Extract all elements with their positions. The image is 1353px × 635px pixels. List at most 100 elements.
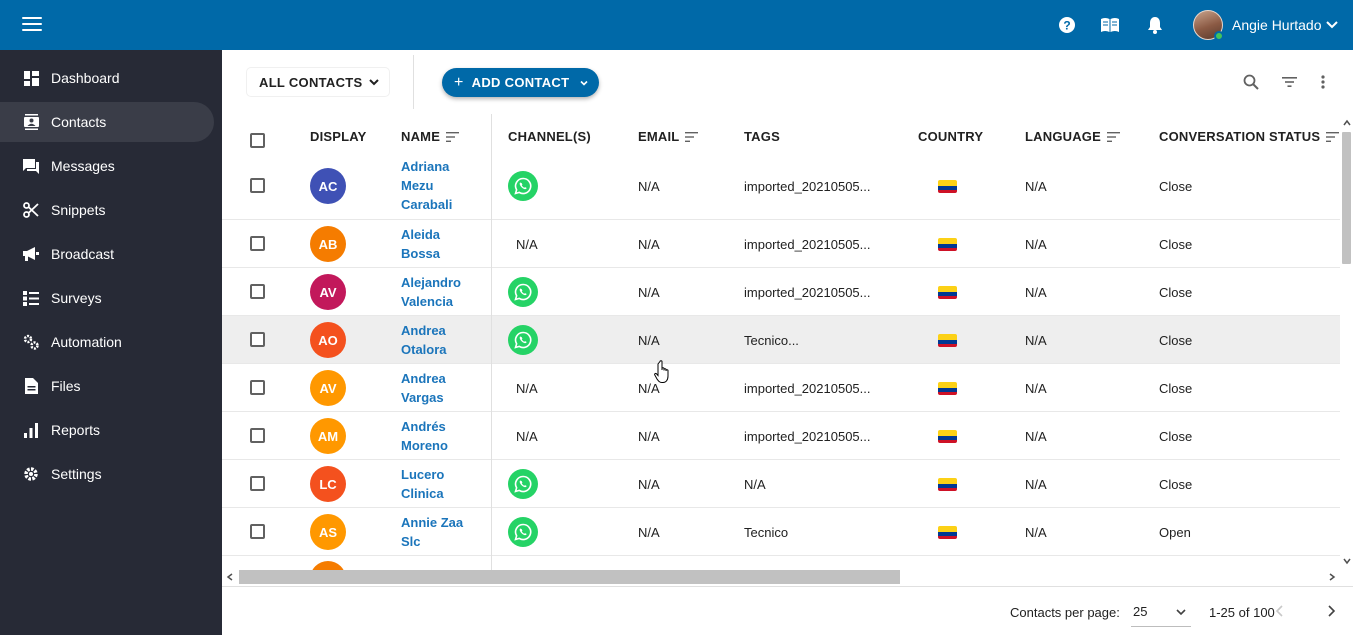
plus-icon: + (454, 73, 464, 91)
colombia-flag-icon (938, 180, 957, 193)
pagination-footer: Contacts per page: 25 1-25 of 100 (222, 586, 1353, 635)
contact-name-link[interactable]: Andrea Vargas (401, 371, 446, 405)
table-row[interactable] (222, 268, 1340, 316)
select-all-checkbox[interactable] (250, 133, 265, 148)
help-icon[interactable]: ? (1057, 15, 1077, 35)
vertical-scrollbar[interactable] (1340, 114, 1353, 570)
all-contacts-dropdown[interactable]: ALL CONTACTS (247, 68, 389, 96)
contact-name-link[interactable]: Alejandro Valencia (401, 275, 461, 309)
sidebar-item-files[interactable]: Files (0, 366, 214, 406)
sort-icon[interactable] (685, 131, 699, 142)
row-checkbox[interactable] (250, 428, 265, 443)
sidebar-item-automation[interactable]: Automation (0, 322, 214, 362)
language-cell: N/A (1025, 237, 1047, 252)
email-cell: N/A (638, 477, 660, 492)
previous-page-button[interactable] (1272, 603, 1288, 619)
add-contact-button[interactable]: + ADD CONTACT (442, 68, 599, 97)
table-row[interactable] (222, 460, 1340, 508)
header-conversation-status[interactable]: CONVERSATION STATUS (1159, 129, 1340, 144)
sidebar-item-broadcast[interactable]: Broadcast (0, 234, 214, 274)
per-page-select[interactable]: 25 (1131, 597, 1191, 627)
sidebar-item-label: Contacts (51, 114, 107, 130)
vertical-scroll-thumb[interactable] (1342, 132, 1351, 264)
chevron-down-icon[interactable] (1325, 18, 1339, 32)
avatar: AM (310, 418, 346, 454)
next-page-button[interactable] (1323, 603, 1339, 619)
email-cell: N/A (638, 285, 660, 300)
scroll-up-icon[interactable] (1342, 118, 1352, 128)
header-country: COUNTRY (918, 129, 984, 144)
user-avatar[interactable] (1193, 10, 1224, 41)
messages-icon (23, 158, 39, 174)
row-checkbox[interactable] (250, 284, 265, 299)
contact-name-link[interactable]: Adriana Mezu Carabali (401, 159, 453, 212)
sort-icon[interactable] (1107, 131, 1120, 142)
sort-icon[interactable] (1326, 131, 1340, 142)
contact-name-link[interactable]: Lucero Clinica (401, 467, 445, 501)
whatsapp-icon[interactable] (508, 469, 538, 499)
bell-icon[interactable] (1145, 15, 1165, 35)
chevron-down-icon[interactable] (579, 78, 589, 88)
table-row[interactable] (222, 412, 1340, 460)
contact-name-link[interactable]: Andrea Otalora (401, 323, 447, 357)
scroll-down-icon[interactable] (1342, 556, 1352, 566)
colombia-flag-icon (938, 526, 957, 539)
row-checkbox[interactable] (250, 380, 265, 395)
row-checkbox[interactable] (250, 332, 265, 347)
book-icon[interactable] (1100, 15, 1120, 35)
row-checkbox[interactable] (250, 524, 265, 539)
filter-icon[interactable] (1279, 72, 1299, 92)
more-vert-icon[interactable] (1313, 72, 1333, 92)
sidebar-item-label: Dashboard (51, 70, 120, 86)
all-contacts-label: ALL CONTACTS (259, 74, 363, 90)
language-cell: N/A (1025, 333, 1047, 348)
megaphone-icon (23, 246, 39, 262)
contact-name-link[interactable]: Andrés Moreno (401, 419, 448, 453)
sidebar-item-reports[interactable]: Reports (0, 410, 214, 450)
row-checkbox[interactable] (250, 476, 265, 491)
table-row[interactable] (222, 364, 1340, 412)
sort-icon[interactable] (446, 131, 460, 142)
whatsapp-icon[interactable] (508, 517, 538, 547)
whatsapp-icon[interactable] (508, 277, 538, 307)
language-cell: N/A (1025, 525, 1047, 540)
header-display: DISPLAY (310, 129, 367, 144)
sidebar-item-label: Surveys (51, 290, 102, 306)
language-cell: N/A (1025, 477, 1047, 492)
scroll-right-icon[interactable] (1327, 572, 1337, 582)
user-name[interactable]: Angie Hurtado (1232, 17, 1322, 33)
search-icon[interactable] (1241, 72, 1261, 92)
table-row[interactable] (222, 220, 1340, 268)
whatsapp-icon[interactable] (508, 171, 538, 201)
contact-name-link[interactable]: Aleida Bossa (401, 227, 441, 261)
avatar: AS (310, 514, 346, 550)
header-email[interactable]: EMAIL (638, 129, 699, 144)
table-row[interactable] (222, 508, 1340, 556)
tags-cell: imported_20210505... (744, 179, 871, 194)
header-language[interactable]: LANGUAGE (1025, 129, 1120, 144)
gears-icon (23, 334, 39, 350)
tags-cell: imported_20210505... (744, 285, 871, 300)
sidebar-item-contacts[interactable]: Contacts (0, 102, 214, 142)
sidebar-item-snippets[interactable]: Snippets (0, 190, 214, 230)
menu-icon[interactable] (22, 17, 42, 33)
horizontal-scroll-thumb[interactable] (239, 570, 900, 584)
row-checkbox[interactable] (250, 236, 265, 251)
row-checkbox[interactable] (250, 178, 265, 193)
language-cell: N/A (1025, 381, 1047, 396)
sidebar-item-surveys[interactable]: Surveys (0, 278, 214, 318)
table-row[interactable] (222, 316, 1340, 364)
status-cell: Close (1159, 381, 1193, 396)
tags-cell: imported_20210505... (744, 237, 871, 252)
contact-name-link[interactable]: Annie Zaa Slc (401, 515, 464, 549)
whatsapp-icon[interactable] (508, 325, 538, 355)
table-row[interactable] (222, 152, 1340, 220)
header-name[interactable]: NAME (401, 129, 460, 144)
sidebar-item-dashboard[interactable]: Dashboard (0, 58, 214, 98)
scroll-left-icon[interactable] (225, 572, 235, 582)
sidebar-item-settings[interactable]: Settings (0, 454, 214, 494)
per-page-label: Contacts per page: (1010, 605, 1120, 620)
gear-icon (23, 466, 39, 482)
horizontal-scrollbar[interactable] (222, 570, 1340, 585)
sidebar-item-messages[interactable]: Messages (0, 146, 214, 186)
